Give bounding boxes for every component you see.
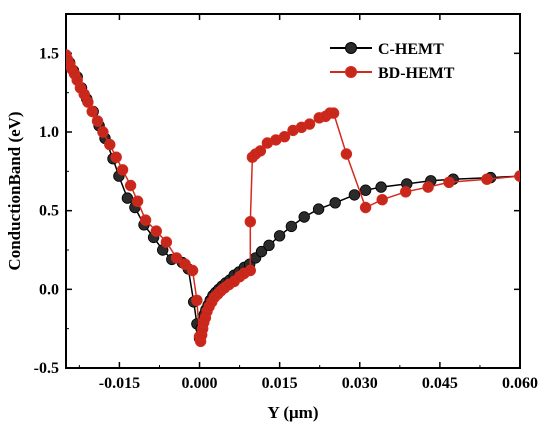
data-point-bd_hemt: [327, 107, 340, 119]
x-axis-title: Y (μm): [267, 403, 318, 422]
data-point-bd_hemt: [86, 105, 98, 118]
series-layer: [66, 49, 520, 348]
data-point-bd_hemt: [150, 225, 163, 237]
data-point-c_hemt: [285, 220, 298, 233]
data-point-bd_hemt: [254, 145, 267, 157]
data-point-c_hemt: [312, 203, 325, 215]
y-tick-label: -0.5: [34, 360, 59, 377]
data-point-bd_hemt: [170, 252, 183, 264]
data-point-bd_hemt: [400, 186, 412, 198]
x-tick-label: 0.045: [422, 375, 458, 392]
data-point-bd_hemt: [186, 264, 199, 277]
data-point-bd_hemt: [91, 115, 104, 127]
data-point-bd_hemt: [376, 193, 388, 206]
data-point-bd_hemt: [179, 258, 191, 270]
legend-label-c-hemt: C-HEMT: [378, 41, 444, 58]
legend-marker-c-hemt: [345, 42, 357, 54]
data-point-c_hemt: [329, 197, 341, 209]
data-point-bd_hemt: [443, 176, 455, 189]
data-point-c_hemt: [359, 184, 372, 196]
data-point-bd_hemt: [514, 170, 520, 182]
axis-ticks: -0.015 0.000 0.015 0.030 0.045 0.060 -0.5 0.0 0.…: [34, 14, 538, 392]
x-tick-label: 0.015: [262, 375, 298, 392]
plot-frame: [65, 13, 521, 369]
x-tick-label: 0.030: [342, 375, 378, 392]
x-tick-label: 0.060: [502, 375, 538, 392]
data-point-bd_hemt: [278, 130, 291, 143]
data-point-bd_hemt: [481, 173, 493, 185]
data-point-c_hemt: [375, 181, 387, 193]
data-point-bd_hemt: [359, 201, 372, 214]
data-point-bd_hemt: [104, 138, 116, 151]
data-point-bd_hemt: [340, 148, 353, 160]
data-point-bd_hemt: [116, 164, 129, 176]
legend-label-bd-hemt: BD-HEMT: [378, 65, 455, 82]
x-tick-label: 0.000: [182, 375, 218, 392]
y-tick-label: 0.5: [39, 203, 59, 220]
data-point-c_hemt: [298, 211, 310, 223]
data-point-c_hemt: [263, 239, 275, 252]
data-point-bd_hemt: [110, 151, 122, 163]
y-axis-title: ConductionBand (eV): [5, 111, 24, 270]
data-point-bd_hemt: [131, 195, 144, 207]
legend: C-HEMT BD-HEMT: [330, 41, 455, 82]
data-point-bd_hemt: [191, 294, 203, 307]
data-point-c_hemt: [273, 230, 286, 242]
data-point-bd_hemt: [124, 179, 137, 192]
y-tick-label: 0.0: [39, 281, 59, 298]
data-point-c_hemt: [255, 245, 268, 258]
data-point-bd_hemt: [422, 181, 434, 193]
legend-marker-bd-hemt: [345, 66, 357, 78]
data-point-c_hemt: [348, 189, 361, 201]
data-point-bd_hemt: [244, 264, 257, 277]
data-point-bd_hemt: [160, 236, 173, 248]
data-point-c_hemt: [121, 192, 134, 204]
x-tick-label: -0.015: [99, 375, 140, 392]
data-point-bd_hemt: [303, 118, 316, 130]
data-point-bd_hemt: [139, 214, 152, 226]
data-point-bd_hemt: [244, 215, 257, 228]
data-point-bd_hemt: [82, 96, 94, 108]
y-tick-label: 1.0: [39, 124, 59, 141]
y-tick-label: 1.5: [39, 45, 59, 62]
data-point-bd_hemt: [97, 126, 109, 138]
